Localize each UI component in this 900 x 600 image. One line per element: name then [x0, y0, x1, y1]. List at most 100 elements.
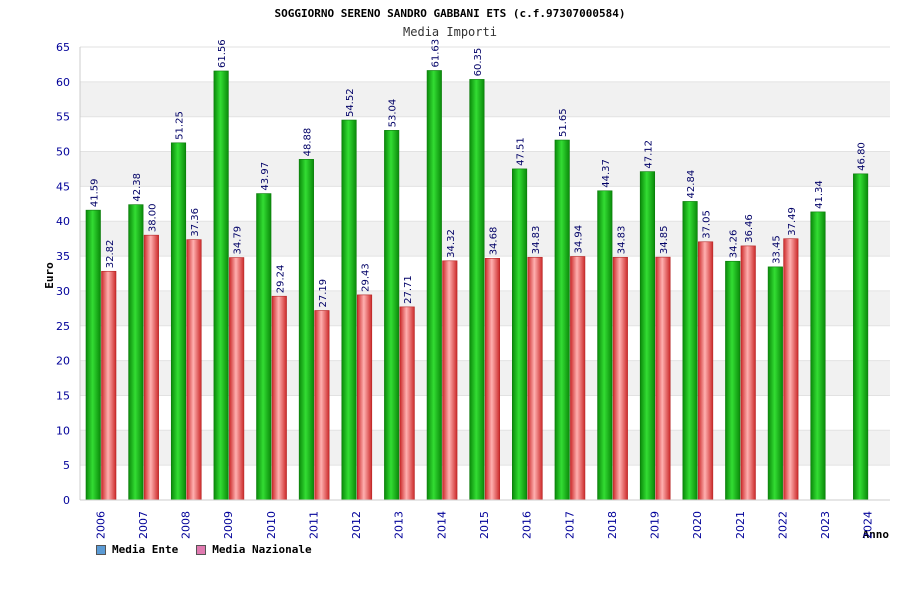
bar-ente — [128, 204, 144, 501]
bar-nazionale — [740, 245, 756, 501]
bar-ente — [298, 159, 314, 501]
data-label: 51.25 — [175, 111, 186, 140]
bar-nazionale — [314, 310, 330, 501]
data-label: 34.32 — [446, 229, 457, 258]
data-label: 32.82 — [105, 240, 116, 269]
bar-ente — [256, 193, 272, 501]
y-tick-label: 10 — [56, 424, 70, 437]
data-label: 27.19 — [318, 279, 329, 308]
data-label: 34.94 — [574, 225, 585, 254]
legend-swatch-nazionale — [196, 544, 207, 555]
y-tick-label: 40 — [56, 215, 70, 228]
data-label: 42.84 — [686, 170, 697, 199]
legend-item-nazionale: Media Nazionale — [196, 543, 312, 556]
bar-nazionale — [229, 257, 245, 501]
y-tick-label: 30 — [56, 285, 70, 298]
legend-label-nazionale: Media Nazionale — [212, 543, 312, 556]
bar-nazionale — [698, 241, 714, 501]
bar-ente — [682, 201, 698, 501]
x-tick-label: 2011 — [307, 511, 320, 539]
bar-ente — [554, 139, 570, 501]
legend: Media Ente Media Nazionale — [96, 543, 312, 556]
y-tick-label: 15 — [56, 389, 70, 402]
data-label: 34.85 — [659, 225, 670, 254]
bar-nazionale — [101, 270, 117, 501]
bar-nazionale — [143, 234, 159, 501]
axes-group: 0 5 10 15 20 25 30 35 40 45 50 55 60 65 Euro Anno 2006 20… — [43, 41, 890, 541]
grid-band — [80, 186, 890, 222]
y-tick-label: 50 — [56, 146, 70, 159]
y-tick-label: 25 — [56, 320, 70, 333]
data-label: 27.71 — [403, 275, 414, 304]
bar-nazionale — [356, 294, 373, 501]
chart-subtitle: Media Importi — [403, 25, 497, 39]
data-label: 37.36 — [190, 208, 201, 237]
x-tick-label: 2020 — [691, 511, 704, 539]
bar-ente — [170, 142, 187, 501]
x-tick-label: 2017 — [563, 511, 576, 539]
grid-band — [80, 47, 890, 82]
bar-nazionale — [783, 238, 799, 501]
bar-ente — [597, 190, 613, 501]
bar-nazionale — [612, 256, 628, 501]
bar-nazionale — [399, 306, 415, 501]
x-tick-label: 2024 — [862, 511, 875, 539]
data-label: 34.83 — [531, 226, 542, 255]
legend-item-ente: Media Ente — [96, 543, 178, 556]
bar-ente — [213, 70, 229, 501]
data-label: 61.63 — [430, 39, 441, 68]
bar-nazionale — [271, 295, 287, 501]
y-tick-label: 60 — [56, 76, 70, 89]
bar-nazionale — [655, 256, 671, 501]
x-axis-title: Anno — [863, 528, 890, 541]
data-label: 41.59 — [89, 179, 100, 208]
y-tick-label: 45 — [56, 180, 70, 193]
x-tick-label: 2022 — [776, 511, 789, 539]
data-label: 46.80 — [857, 142, 868, 171]
bar-ente — [426, 70, 442, 501]
data-label: 43.97 — [260, 162, 271, 191]
data-label: 37.49 — [787, 207, 798, 236]
data-label: 47.51 — [516, 137, 527, 166]
legend-label-ente: Media Ente — [112, 543, 179, 556]
data-label: 61.56 — [217, 39, 228, 68]
bar-ente — [639, 171, 656, 501]
data-label: 53.04 — [388, 99, 399, 128]
data-label: 34.79 — [233, 226, 244, 255]
data-label: 37.05 — [702, 210, 713, 239]
bar-nazionale — [442, 260, 458, 501]
y-tick-label: 5 — [63, 459, 70, 472]
data-label: 54.52 — [345, 88, 356, 117]
bar-ente — [767, 266, 783, 501]
y-tick-label: 65 — [56, 41, 70, 54]
bar-nazionale — [186, 239, 202, 501]
grid-band — [80, 151, 890, 187]
x-tick-label: 2009 — [222, 511, 235, 539]
x-tick-label: 2021 — [734, 511, 747, 539]
data-label: 34.68 — [488, 227, 499, 256]
x-tick-label: 2010 — [265, 511, 278, 539]
x-tick-label: 2013 — [393, 511, 406, 539]
y-tick-label: 0 — [63, 494, 70, 507]
data-label: 33.45 — [771, 235, 782, 264]
grid-band — [80, 81, 890, 117]
x-tick-label: 2006 — [94, 511, 107, 539]
bars-group: 41.59 32.82 42.38 38.00 51.25 37.36 61.56 34.79… — [85, 39, 869, 501]
x-tick-label: 2015 — [478, 511, 491, 539]
data-label: 51.65 — [558, 108, 569, 137]
data-label: 29.24 — [275, 265, 286, 294]
y-axis-title: Euro — [43, 262, 56, 289]
y-tick-label: 55 — [56, 111, 70, 124]
x-tick-label: 2014 — [435, 511, 448, 539]
bar-ente — [469, 79, 485, 501]
grid-band — [80, 116, 890, 152]
bar-ente — [725, 260, 741, 501]
bar-ente — [384, 130, 400, 501]
bar-ente — [341, 119, 357, 501]
x-tick-label: 2012 — [350, 511, 363, 539]
data-label: 29.43 — [361, 263, 372, 292]
data-label: 47.12 — [643, 140, 654, 169]
bar-nazionale — [570, 256, 586, 501]
x-tick-label: 2023 — [819, 511, 832, 539]
